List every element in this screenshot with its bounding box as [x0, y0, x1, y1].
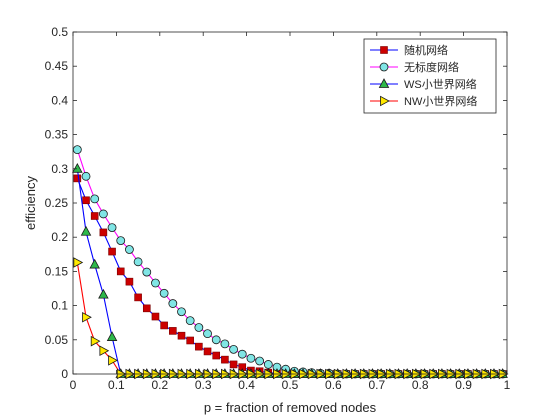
data-point [203, 329, 212, 339]
y-tick-label: 0.1 [51, 299, 68, 313]
x-tick-label: 0.2 [151, 378, 168, 392]
x-tick-label: 0.1 [108, 378, 125, 392]
data-point [159, 288, 169, 298]
data-point [133, 257, 143, 267]
data-point [72, 145, 82, 155]
data-point [151, 278, 160, 288]
data-point [125, 277, 134, 286]
data-point [212, 351, 221, 360]
data-point [177, 307, 186, 317]
y-tick-label: 0.35 [45, 128, 69, 142]
data-point [142, 267, 152, 277]
y-tick-label: 0.15 [45, 264, 69, 278]
data-point [80, 225, 92, 236]
data-point [255, 356, 265, 366]
data-point [90, 335, 101, 347]
x-tick-label: 0.9 [455, 378, 472, 392]
data-point [125, 245, 134, 254]
x-tick-label: 0.4 [238, 378, 255, 392]
data-point [116, 236, 126, 246]
y-tick-label: 0.5 [51, 25, 68, 39]
y-tick-label: 0 [61, 367, 68, 381]
data-point [98, 288, 109, 299]
data-point [98, 209, 108, 219]
data-point [221, 355, 229, 364]
data-point [89, 258, 100, 269]
data-point [99, 228, 108, 237]
data-point [229, 344, 238, 354]
data-point [246, 353, 256, 363]
x-tick-label: 1 [504, 378, 511, 392]
data-point [151, 312, 160, 321]
x-tick-label: 0.7 [368, 378, 385, 392]
legend-marker [380, 95, 390, 107]
data-point [72, 162, 83, 173]
data-point [263, 360, 273, 369]
legend-item-4: NW小世界网络 [370, 94, 477, 108]
data-point [211, 335, 221, 345]
y-axis-label: efficiency [23, 176, 38, 230]
data-point [203, 347, 212, 356]
data-point [90, 212, 99, 220]
data-point [106, 331, 118, 341]
legend-marker [378, 78, 390, 88]
legend-label: 无标度网络 [404, 60, 459, 74]
data-point [169, 327, 177, 335]
data-point [82, 196, 90, 205]
data-point [81, 171, 91, 181]
data-point [195, 342, 203, 351]
data-point [229, 360, 238, 369]
x-tick-label: 0.6 [325, 378, 342, 392]
legend-item-2: 无标度网络 [370, 60, 459, 74]
data-point [99, 345, 110, 357]
data-point [168, 299, 178, 308]
data-point [107, 223, 117, 233]
legend-label: 随机网络 [404, 43, 448, 57]
data-point [90, 194, 100, 204]
data-point [177, 331, 186, 340]
y-tick-label: 0.05 [45, 333, 69, 347]
legend-label: NW小世界网络 [404, 94, 477, 108]
legend-item-3: WS小世界网络 [370, 77, 477, 91]
data-point [194, 323, 204, 332]
legend-item-1: 随机网络 [370, 43, 448, 57]
y-tick-label: 0.3 [51, 162, 68, 176]
x-tick-label: 0.5 [282, 378, 299, 392]
data-point [82, 311, 92, 323]
data-point [220, 339, 230, 349]
x-tick-label: 0.3 [195, 378, 212, 392]
data-point [134, 293, 142, 302]
legend-marker [380, 46, 388, 54]
legend-marker [379, 62, 389, 72]
data-point [108, 247, 116, 256]
data-point [186, 336, 194, 345]
x-tick-label: 0 [70, 378, 77, 392]
data-point [73, 257, 84, 268]
y-tick-label: 0.45 [45, 59, 69, 73]
data-point [142, 304, 151, 313]
data-point [73, 174, 82, 183]
legend-label: WS小世界网络 [404, 77, 477, 91]
data-point [108, 355, 118, 366]
data-point [237, 349, 247, 359]
data-point [185, 316, 195, 326]
data-point [160, 321, 168, 330]
x-tick-label: 0.8 [412, 378, 429, 392]
y-tick-label: 0.25 [45, 196, 69, 210]
x-axis-label: p = fraction of removed nodes [204, 400, 377, 415]
y-tick-label: 0.2 [51, 230, 68, 244]
data-point [116, 267, 125, 276]
y-tick-label: 0.4 [51, 93, 68, 107]
axis-ticks: 0 0.1 0.2 0.3 0.4 0.5 0.6 0.7 0.8 0.9 1 0 0.05 0.1 0.1… [45, 25, 511, 392]
